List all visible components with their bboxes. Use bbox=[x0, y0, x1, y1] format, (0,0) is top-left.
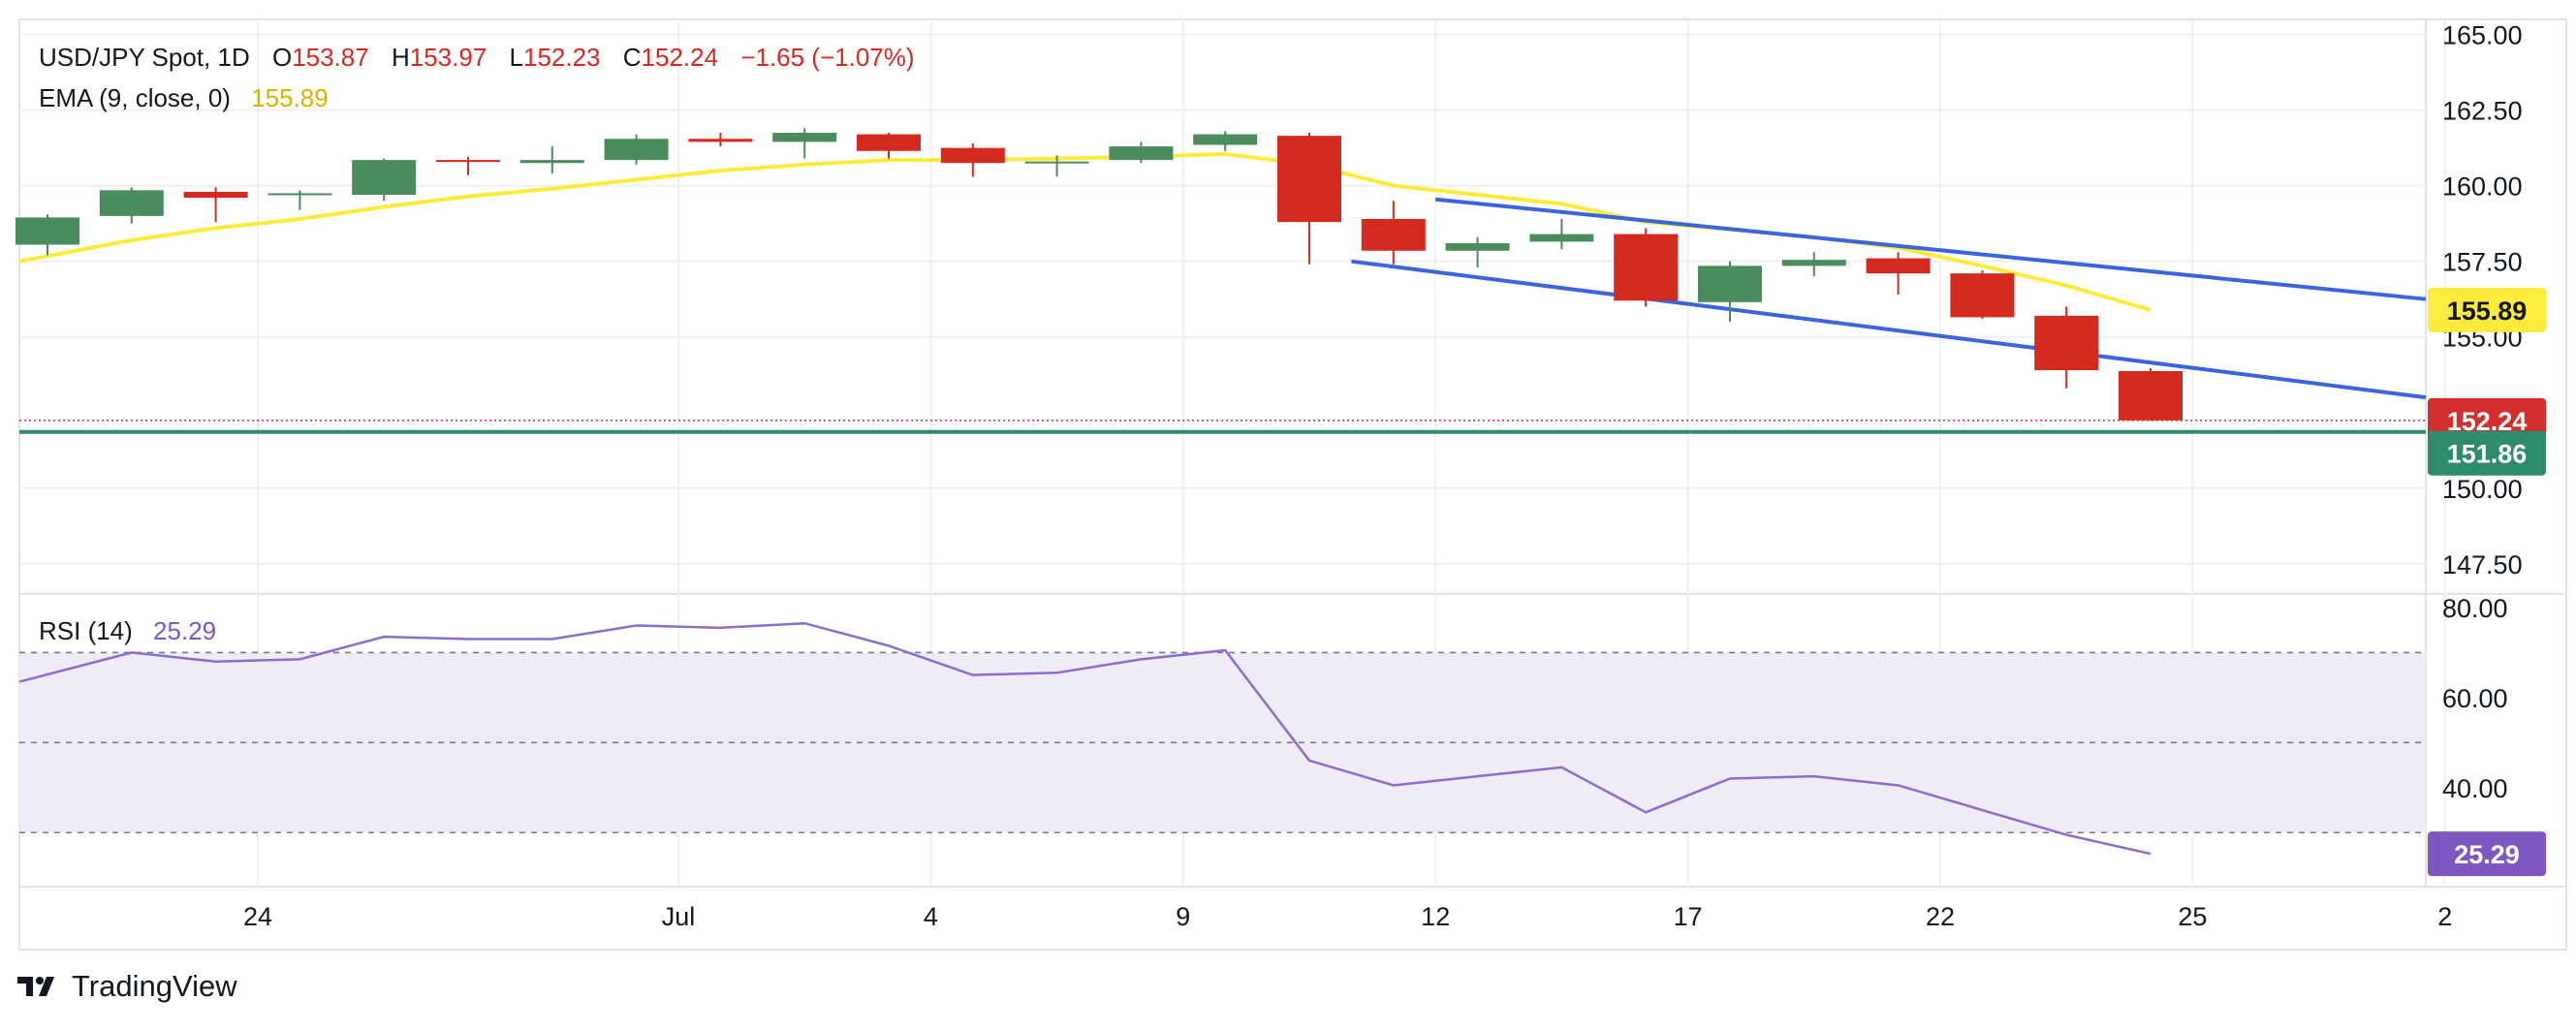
low-value: 152.23 bbox=[523, 43, 601, 72]
candle-body bbox=[604, 139, 669, 161]
candle-body bbox=[1529, 234, 1594, 242]
candle-body bbox=[1781, 260, 1846, 266]
candle-body bbox=[183, 191, 248, 199]
channel-upper-line bbox=[1434, 197, 2427, 301]
candle-body bbox=[1361, 218, 1426, 251]
symbol-label: USD/JPY Spot, 1D bbox=[39, 43, 250, 72]
ema-legend: EMA (9, close, 0) 155.89 bbox=[39, 83, 329, 112]
candle-body bbox=[2119, 370, 2183, 421]
candle-body bbox=[1024, 161, 1089, 164]
ema-value: 155.89 bbox=[251, 83, 329, 112]
axes: 165.00162.50160.00157.50155.00150.00147.… bbox=[243, 21, 2523, 931]
price-tick-label: 162.50 bbox=[2442, 97, 2523, 126]
price-tick-label: 157.50 bbox=[2442, 248, 2523, 277]
time-tick-label: 2 bbox=[2437, 902, 2452, 931]
tradingview-logo-icon bbox=[17, 977, 54, 996]
tradingview-logo-text: TradingView bbox=[72, 969, 237, 1003]
close-value: 152.24 bbox=[642, 43, 719, 72]
candle-body bbox=[1445, 242, 1510, 251]
time-tick-label: 4 bbox=[924, 902, 938, 931]
candle-body bbox=[519, 160, 584, 164]
candle-body bbox=[16, 217, 79, 245]
candle-body bbox=[1698, 266, 1762, 302]
channel-lower-line bbox=[1351, 259, 2427, 400]
price-legend: USD/JPY Spot, 1D O153.87 H153.97 L152.23… bbox=[39, 43, 915, 72]
support-tag bbox=[2428, 430, 2546, 476]
support-tag-label: 151.86 bbox=[2447, 440, 2528, 469]
high-label: H bbox=[392, 43, 410, 72]
candle-body bbox=[688, 139, 753, 142]
candle-body bbox=[1614, 234, 1679, 301]
ema-label: EMA (9, close, 0) bbox=[39, 83, 231, 112]
candle-body bbox=[2034, 315, 2099, 371]
time-tick-label: 24 bbox=[243, 902, 272, 931]
time-tick-label: 9 bbox=[1176, 902, 1190, 931]
rsi-tick-label: 40.00 bbox=[2442, 774, 2508, 803]
candle-body bbox=[940, 147, 1005, 164]
rsi-label: RSI (14) bbox=[39, 616, 133, 645]
time-tick-label: Jul bbox=[662, 902, 696, 931]
close-label: C bbox=[623, 43, 642, 72]
time-tick-label: 22 bbox=[1926, 902, 1955, 931]
change-value: −1.65 (−1.07%) bbox=[740, 43, 914, 72]
open-label: O bbox=[272, 43, 292, 72]
price-tick-label: 147.50 bbox=[2442, 550, 2523, 579]
chart-frame bbox=[18, 18, 2567, 951]
ema-line bbox=[18, 151, 2152, 312]
ema-tag bbox=[2428, 287, 2546, 332]
high-value: 153.97 bbox=[410, 43, 487, 72]
candle-body bbox=[1950, 273, 2015, 318]
price-pane bbox=[16, 128, 2427, 434]
rsi-tick-label: 80.00 bbox=[2442, 594, 2508, 623]
rsi-last-tag-label: 25.29 bbox=[2454, 840, 2520, 869]
rsi-value: 25.29 bbox=[153, 616, 216, 645]
candle-body bbox=[436, 160, 500, 163]
tradingview-logo[interactable]: TradingView bbox=[17, 969, 237, 1004]
low-label: L bbox=[510, 43, 523, 72]
time-tick-label: 25 bbox=[2178, 902, 2207, 931]
candle-body bbox=[1277, 136, 1341, 223]
candle-body bbox=[99, 190, 164, 216]
grid bbox=[19, 19, 2446, 887]
rsi-pane bbox=[18, 621, 2426, 856]
rsi-tick-label: 60.00 bbox=[2442, 684, 2508, 713]
time-tick-label: 12 bbox=[1421, 902, 1450, 931]
price-tick-label: 160.00 bbox=[2442, 172, 2523, 202]
open-value: 153.87 bbox=[292, 43, 369, 72]
rsi-legend: RSI (14) 25.29 bbox=[39, 616, 216, 645]
candle-body bbox=[1193, 134, 1258, 145]
candle-body bbox=[1109, 146, 1174, 161]
candle-body bbox=[1866, 258, 1931, 274]
ema-tag-label: 155.89 bbox=[2447, 297, 2528, 326]
rsi-line bbox=[18, 621, 2152, 856]
rsi-last-tag bbox=[2428, 831, 2546, 877]
price-tick-label: 150.00 bbox=[2442, 475, 2523, 504]
time-tick-label: 17 bbox=[1674, 902, 1703, 931]
candle-body bbox=[267, 193, 332, 196]
candle-body bbox=[857, 134, 921, 151]
candle-body bbox=[772, 133, 837, 142]
candle-body bbox=[352, 160, 417, 196]
price-tick-label: 165.00 bbox=[2442, 21, 2523, 50]
